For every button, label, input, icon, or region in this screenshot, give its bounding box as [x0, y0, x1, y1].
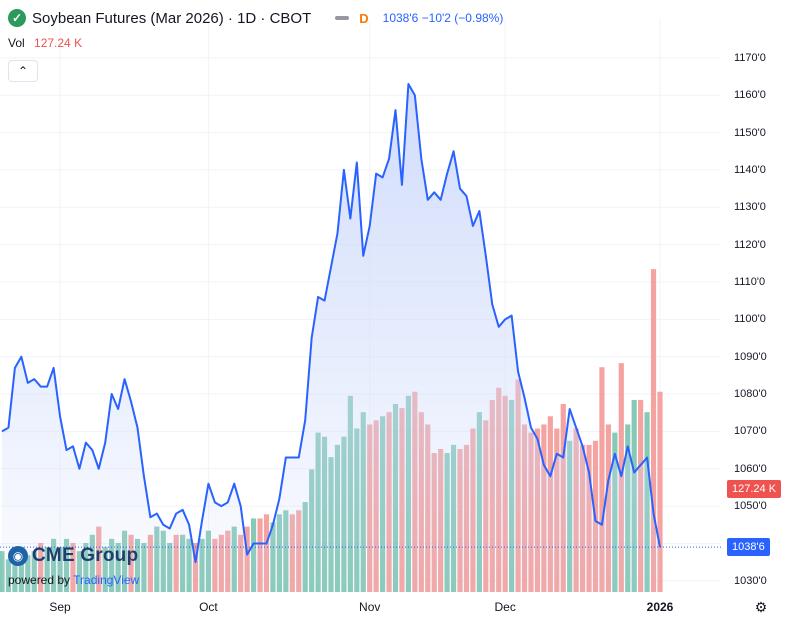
price-area [2, 84, 660, 592]
y-tick-label: 1140'0 [734, 163, 766, 176]
soybean-logo-icon: ✓ [8, 9, 26, 27]
y-tick-label: 1080'0 [734, 388, 767, 401]
volume-legend: Vol 127.24 K [8, 36, 82, 50]
x-tick-label: Dec [494, 600, 516, 614]
volume-bar [599, 367, 605, 592]
volume-label: Vol [8, 36, 25, 50]
collapse-legend-button[interactable]: ⌃ [8, 60, 38, 82]
symbol-title[interactable]: Soybean Futures (Mar 2026) · 1D · CBOT [32, 9, 312, 27]
tradingview-link[interactable]: TradingView [73, 573, 140, 587]
chart-header: ✓ Soybean Futures (Mar 2026) · 1D · CBOT… [8, 6, 503, 30]
cme-group-logo[interactable]: ◉ CME Group [8, 545, 138, 567]
interval-symbol: D [359, 10, 369, 26]
volume-bar [650, 269, 657, 592]
powered-by[interactable]: powered by TradingView [8, 573, 139, 587]
chevron-up-icon: ⌃ [17, 64, 29, 78]
y-tick-label: 1030'0 [734, 574, 767, 587]
price-badge: 1038'6 [727, 538, 770, 557]
powered-prefix: powered by [8, 573, 71, 587]
y-tick-label: 1110'0 [734, 275, 766, 288]
y-tick-label: 1060'0 [734, 462, 767, 475]
volume-badge: 127.24 K [727, 480, 782, 498]
y-tick-label: 1160'0 [734, 89, 766, 102]
market-status-dash-icon [335, 16, 350, 20]
y-tick-label: 1050'0 [734, 500, 767, 513]
x-tick-label: Oct [199, 600, 218, 614]
x-tick-label: 2026 [646, 600, 674, 614]
cme-group-text: CME Group [32, 545, 139, 566]
y-tick-label: 1120'0 [734, 238, 766, 251]
volume-bar [657, 391, 663, 592]
gear-icon[interactable]: ⚙ [754, 599, 768, 615]
y-tick-label: 1090'0 [734, 350, 767, 363]
y-tick-label: 1070'0 [734, 425, 767, 438]
y-tick-label: 1130'0 [734, 201, 766, 214]
price-line [1, 83, 661, 564]
x-tick-label: Sep [49, 600, 71, 614]
x-tick-label: Nov [359, 600, 381, 614]
price-quote: 1038'6 −10'2 (−0.98%) [382, 11, 504, 25]
globe-icon: ◉ [8, 546, 28, 566]
y-tick-label: 1100'0 [734, 313, 766, 326]
volume-value: 127.24 K [34, 36, 83, 50]
y-tick-label: 1150'0 [734, 126, 766, 139]
y-tick-label: 1170'0 [734, 51, 766, 64]
